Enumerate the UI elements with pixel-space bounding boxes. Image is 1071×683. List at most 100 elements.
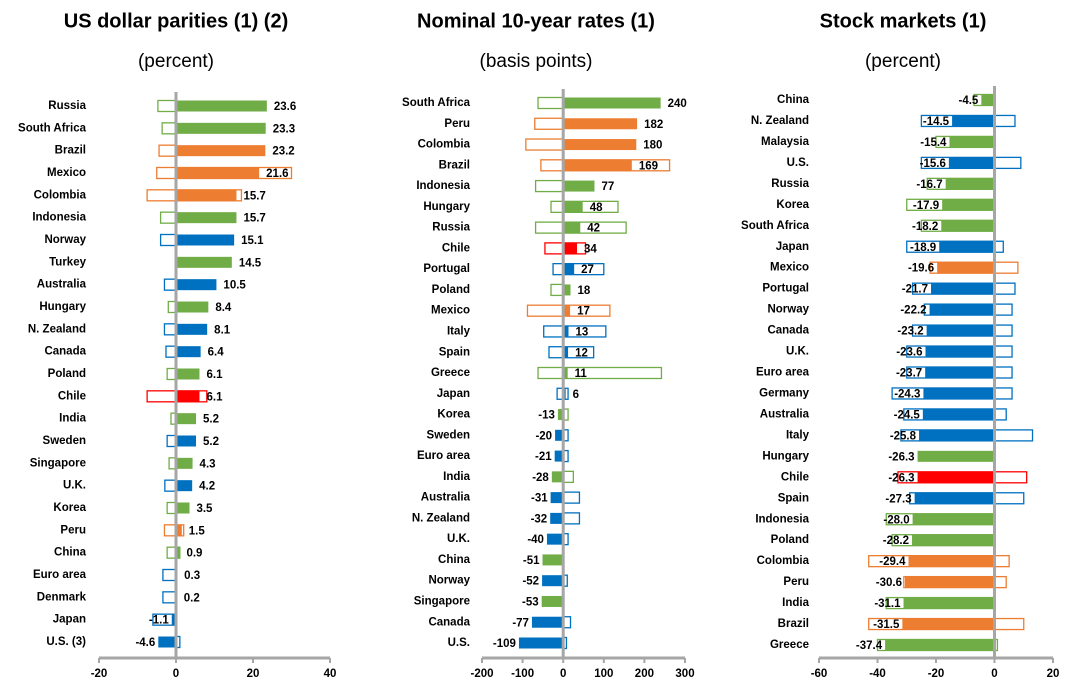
category-label: Canada bbox=[428, 616, 470, 628]
category-label: Singapore bbox=[414, 595, 470, 607]
value-label: 8.1 bbox=[214, 324, 231, 336]
outline-bar bbox=[552, 263, 605, 276]
value-label: 42 bbox=[587, 223, 600, 235]
bar bbox=[176, 122, 266, 134]
value-label: 14.5 bbox=[239, 257, 262, 269]
value-label: -31 bbox=[531, 493, 548, 505]
value-label: 13 bbox=[575, 326, 588, 338]
bar bbox=[542, 575, 564, 587]
value-label: -17.9 bbox=[913, 200, 939, 212]
value-label: 12 bbox=[575, 347, 588, 359]
value-label: -4.6 bbox=[135, 637, 155, 649]
value-label: -27.3 bbox=[885, 493, 911, 505]
category-label: U.K. bbox=[447, 533, 470, 545]
category-label: Germany bbox=[759, 387, 809, 399]
category-label: Sweden bbox=[427, 429, 470, 441]
x-tick-label: 200 bbox=[635, 668, 654, 680]
value-label: 1.5 bbox=[189, 525, 206, 537]
value-label: -31.1 bbox=[874, 598, 901, 610]
outline-bar bbox=[163, 323, 177, 336]
category-label: South Africa bbox=[18, 122, 87, 134]
value-label: 15.1 bbox=[241, 235, 264, 247]
bar bbox=[563, 284, 571, 296]
bar bbox=[563, 367, 568, 379]
bar bbox=[908, 555, 995, 567]
category-label: Euro area bbox=[417, 450, 471, 462]
value-label: 4.3 bbox=[200, 458, 216, 470]
value-label: -24.5 bbox=[894, 409, 921, 421]
value-label: -20 bbox=[535, 430, 552, 442]
category-label: Poland bbox=[48, 368, 86, 380]
value-label: 18 bbox=[578, 285, 591, 297]
value-label: 5.2 bbox=[203, 436, 219, 448]
chart-subtitle: (percent) bbox=[138, 51, 214, 72]
category-label: Poland bbox=[432, 284, 470, 296]
bar bbox=[563, 222, 581, 234]
category-label: Sweden bbox=[43, 435, 86, 447]
value-label: -23.7 bbox=[896, 368, 922, 380]
bar bbox=[176, 390, 200, 402]
category-label: India bbox=[443, 471, 470, 483]
value-label: -23.2 bbox=[897, 326, 923, 338]
chart-title: Stock markets (1) bbox=[820, 10, 987, 32]
category-label: Hungary bbox=[423, 201, 470, 213]
category-label: Brazil bbox=[439, 159, 470, 171]
bar bbox=[917, 471, 995, 483]
bar bbox=[176, 346, 201, 358]
bar bbox=[941, 220, 995, 232]
value-label: -26.3 bbox=[888, 472, 914, 484]
value-label: 0.9 bbox=[186, 548, 202, 560]
bar bbox=[923, 387, 995, 399]
category-label: Norway bbox=[428, 575, 470, 587]
outline-bar bbox=[159, 233, 177, 247]
value-label: 6.4 bbox=[208, 347, 225, 359]
outline-bar bbox=[158, 144, 177, 157]
category-label: China bbox=[438, 554, 471, 566]
x-tick-label: 0 bbox=[560, 668, 566, 680]
category-label: Turkey bbox=[49, 256, 86, 268]
bar bbox=[176, 502, 190, 514]
value-label: -77 bbox=[512, 617, 529, 629]
category-label: Hungary bbox=[39, 301, 86, 313]
x-tick-label: -20 bbox=[928, 668, 945, 680]
category-label: Spain bbox=[439, 346, 470, 358]
chart-subtitle: (percent) bbox=[865, 51, 941, 72]
x-tick-label: 20 bbox=[1047, 668, 1060, 680]
category-label: Peru bbox=[783, 576, 809, 588]
bar bbox=[176, 480, 193, 492]
value-label: -15.4 bbox=[920, 137, 947, 149]
category-label: Chile bbox=[442, 242, 470, 254]
category-label: Chile bbox=[781, 471, 809, 483]
category-label: N. Zealand bbox=[28, 323, 86, 335]
outline-bar bbox=[157, 99, 177, 113]
category-label: U.K. bbox=[786, 346, 809, 358]
category-label: Hungary bbox=[762, 450, 809, 462]
bar bbox=[914, 492, 995, 504]
value-label: -53 bbox=[522, 596, 539, 608]
bar bbox=[563, 118, 638, 130]
value-label: -4.5 bbox=[959, 95, 979, 107]
category-label: Russia bbox=[771, 178, 809, 190]
bar bbox=[981, 94, 995, 106]
category-label: China bbox=[54, 547, 87, 559]
outline-bar bbox=[159, 211, 177, 224]
value-label: -21 bbox=[535, 451, 552, 463]
bar bbox=[925, 346, 995, 358]
bar bbox=[925, 367, 995, 378]
bar bbox=[563, 159, 632, 171]
value-label: 15.7 bbox=[243, 190, 265, 202]
bar bbox=[563, 242, 578, 254]
bar bbox=[550, 492, 564, 504]
outline-bar bbox=[166, 546, 181, 559]
category-label: South Africa bbox=[741, 220, 810, 232]
value-label: -18.2 bbox=[912, 221, 938, 233]
value-label: -31.5 bbox=[873, 619, 900, 631]
category-label: Japan bbox=[53, 614, 86, 626]
x-tick-label: -40 bbox=[869, 668, 886, 680]
category-label: Portugal bbox=[762, 283, 809, 295]
value-label: -21.7 bbox=[902, 284, 928, 296]
category-label: Korea bbox=[53, 502, 86, 514]
value-label: -25.8 bbox=[890, 430, 917, 442]
category-label: Brazil bbox=[778, 618, 809, 630]
